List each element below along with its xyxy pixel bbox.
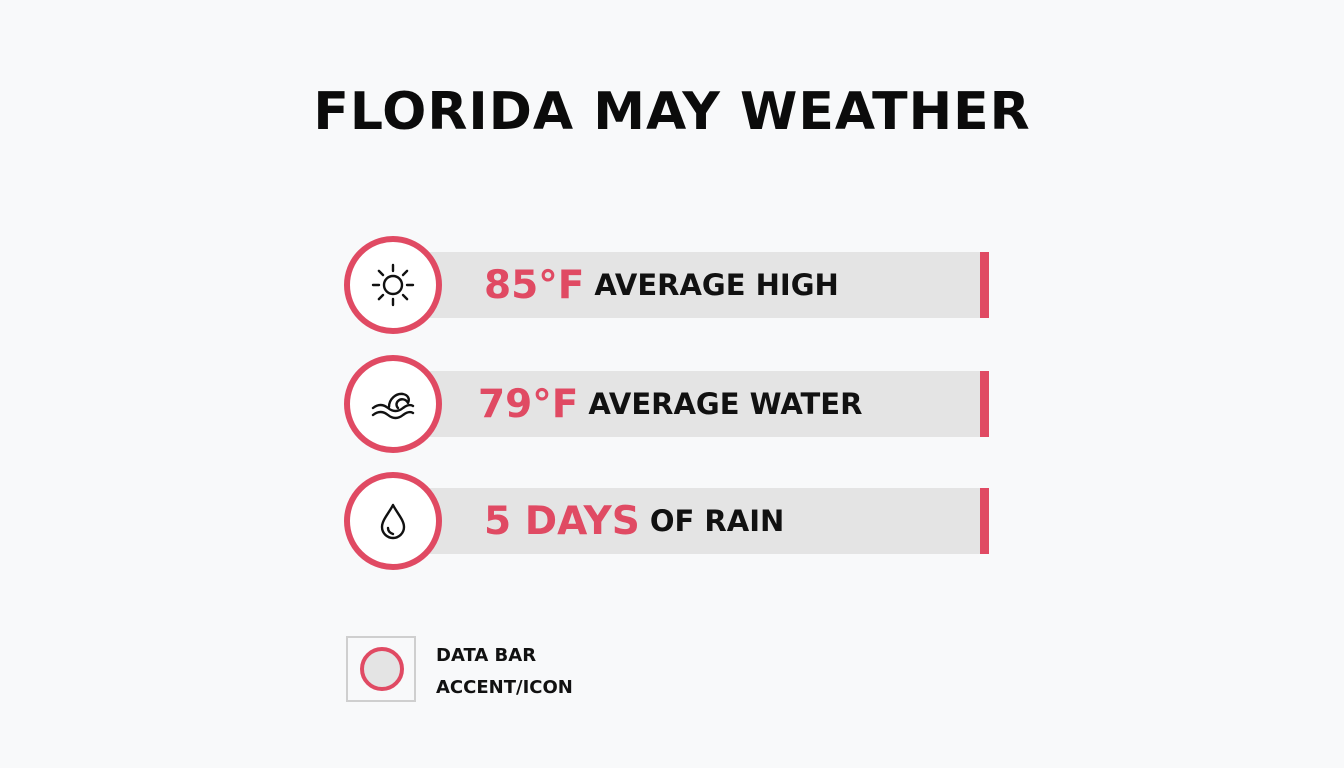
- bar-accent: [980, 252, 989, 318]
- stat-description: AVERAGE HIGH: [594, 268, 839, 302]
- stat-row-rain-days: 5 DAYS OF RAIN: [344, 472, 992, 570]
- sun-icon: [371, 263, 415, 307]
- bar-accent: [980, 371, 989, 437]
- icon-badge: [344, 355, 442, 453]
- legend: DATA BAR ACCENT/ICON: [436, 640, 573, 704]
- stat-label: 85°F AVERAGE HIGH: [484, 252, 839, 318]
- legend-swatch: [360, 647, 404, 691]
- data-bar: [392, 371, 982, 437]
- data-bar: [392, 252, 982, 318]
- icon-badge: [344, 472, 442, 570]
- stat-label: 79°F AVERAGE WATER: [478, 371, 862, 437]
- page-title: FLORIDA MAY WEATHER: [313, 82, 1031, 142]
- stat-description: OF RAIN: [649, 504, 785, 538]
- stat-value: 85°F: [484, 262, 585, 308]
- stat-row-average-high: 85°F AVERAGE HIGH: [344, 236, 992, 334]
- legend-swatch-box: [346, 636, 416, 702]
- stat-value: 5 DAYS: [484, 498, 640, 544]
- stat-row-average-water: 79°F AVERAGE WATER: [344, 355, 992, 453]
- wave-icon: [371, 392, 415, 420]
- stat-value: 79°F: [478, 381, 579, 427]
- legend-line-data-bar: DATA BAR: [436, 645, 537, 666]
- stat-label: 5 DAYS OF RAIN: [484, 488, 784, 554]
- legend-line-accent-icon: ACCENT/ICON: [436, 677, 573, 698]
- stat-description: AVERAGE WATER: [588, 387, 863, 421]
- icon-badge: [344, 236, 442, 334]
- raindrop-icon: [380, 503, 406, 540]
- bar-accent: [980, 488, 989, 554]
- data-bar: [392, 488, 982, 554]
